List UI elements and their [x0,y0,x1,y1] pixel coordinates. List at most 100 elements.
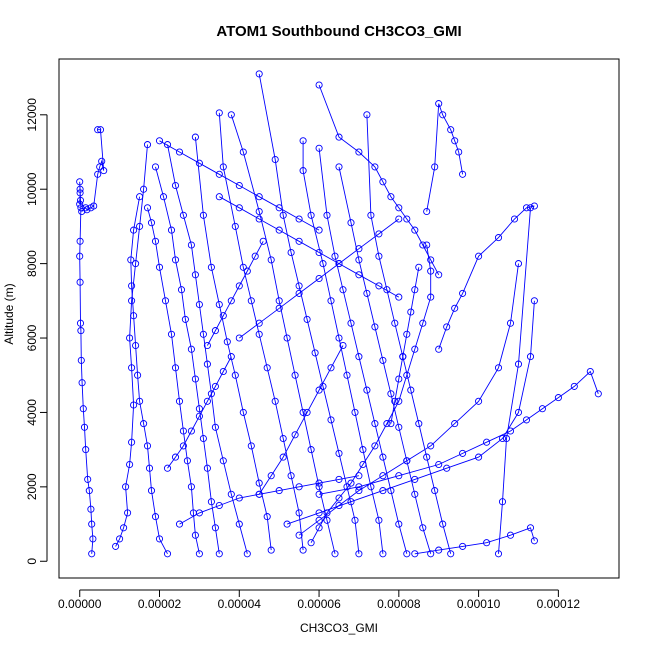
data-point [207,498,215,506]
y-tick-label: 2000 [25,473,39,500]
series-line-0-28 [219,196,400,298]
data-point [494,364,503,372]
data-point [235,181,243,190]
x-tick-label: 0.00006 [297,597,341,611]
data-point [431,163,439,171]
data-point [295,531,303,539]
data-point [89,535,97,543]
data-point [171,256,180,264]
chart-title: ATOM1 Southbound CH3CO3_GMI [216,23,461,40]
data-point [231,222,239,230]
data-point [94,126,102,134]
data-point [88,550,96,558]
data-point [187,483,195,491]
data-point [387,420,395,428]
data-point [570,382,578,390]
data-point [367,211,375,219]
data-point [427,267,435,275]
data-point [87,505,95,513]
data-point [163,464,172,472]
data-point [423,241,431,249]
data-point [291,431,299,439]
data-point [128,297,136,305]
data-point [140,420,148,428]
data-point [299,546,307,554]
data-point [439,111,447,119]
data-point [347,479,355,487]
data-point [177,286,186,294]
x-axis-label: CH3CO3_GMI [300,621,378,635]
data-point [96,126,105,134]
data-point [427,256,435,264]
data-point [267,472,275,480]
data-point [391,319,399,327]
data-point [76,178,84,186]
data-point [215,109,223,117]
data-point [315,490,323,498]
data-point [203,360,211,368]
series-line-0-0 [79,181,94,554]
data-point [335,494,343,502]
data-point [586,367,594,376]
data-point [363,386,371,394]
x-tick-label: 0.00002 [138,597,182,611]
data-point [327,416,335,424]
data-point [315,524,323,532]
x-tick-label: 0.00012 [537,597,581,611]
data-point [451,137,459,145]
data-point [275,487,283,495]
data-point [219,163,227,171]
data-point [171,364,180,372]
data-point [127,256,135,264]
data-point [90,202,98,210]
data-point [327,364,335,372]
data-point [239,263,247,271]
data-point [130,401,138,409]
series-line-0-3 [130,196,168,555]
data-point [295,215,303,223]
data-point [355,487,363,495]
data-point [459,542,467,550]
data-point [136,193,144,201]
data-point [243,267,251,275]
data-point [126,460,134,469]
data-point [331,252,339,260]
data-point [315,81,323,89]
data-point [82,446,90,454]
data-point [247,297,255,305]
data-point [530,537,538,545]
data-point [255,330,263,338]
data-point [235,204,243,212]
series-line-0-19 [414,527,535,555]
data-point [187,241,195,249]
data-point [391,397,399,405]
data-point [207,263,215,271]
data-point [351,408,359,416]
data-point [459,289,467,297]
data-point [411,345,419,353]
data-point [395,472,403,480]
data-point [379,550,387,558]
data-point [359,446,367,454]
data-point [399,353,407,361]
data-point [383,420,391,428]
data-point [407,308,415,316]
data-point [411,490,419,498]
data-point [355,483,363,491]
axes: 0.00000 0.00002 0.00004 0.00006 0.00008 0.000… [25,98,580,611]
data-point [514,260,523,268]
data-point [395,204,403,212]
series-line-0-11 [302,140,384,554]
data-point [187,345,195,353]
data-point [215,193,223,201]
data-point [243,550,251,558]
data-point [130,312,138,320]
data-point [530,202,538,210]
series-line-0-18 [319,370,599,495]
data-point [163,550,172,558]
data-point [514,408,523,416]
series-line-0-30 [179,475,359,525]
data-point [124,509,132,517]
data-point [76,252,84,260]
data-point [77,356,85,364]
